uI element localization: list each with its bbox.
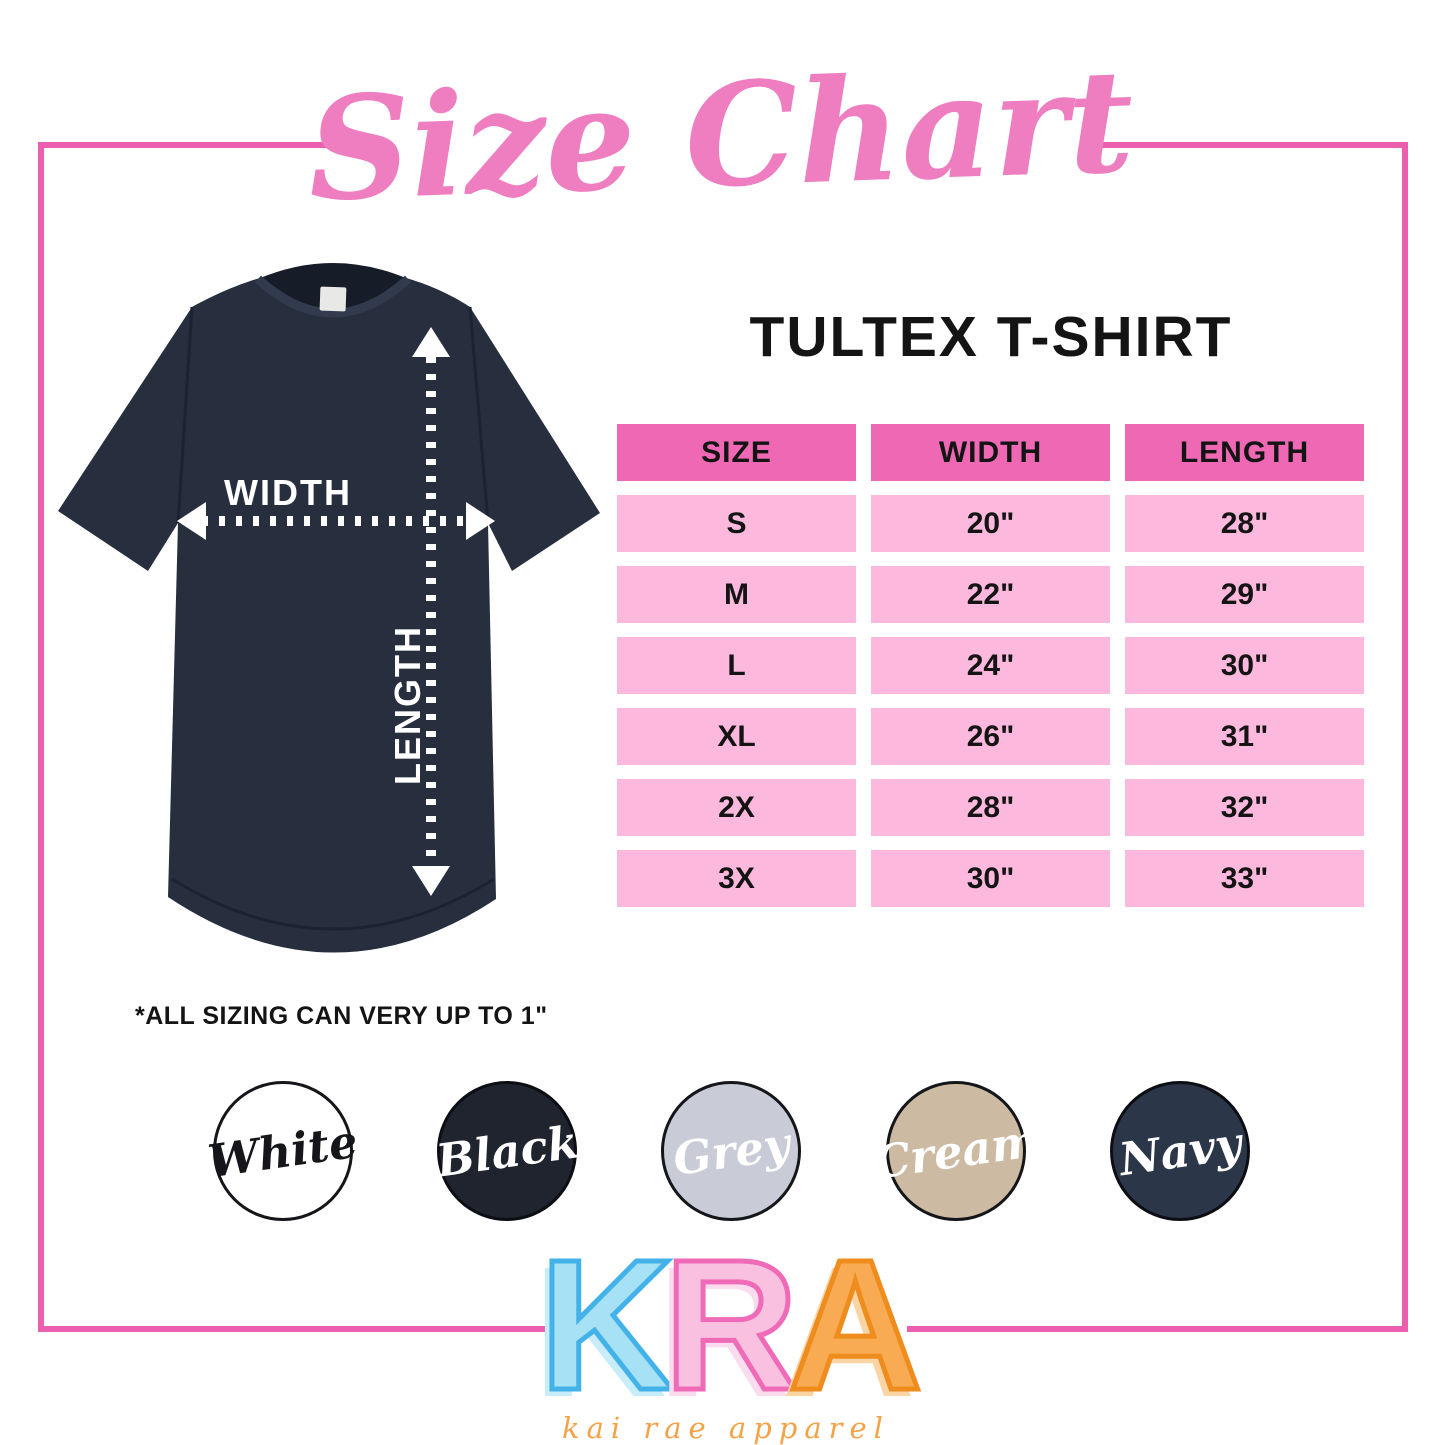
swatch-cream: Cream: [871, 1081, 1041, 1221]
tshirt-neck-tag: [319, 286, 347, 312]
table-cell-size: M: [617, 566, 856, 623]
table-cell-length: 29": [1125, 566, 1364, 623]
table-cell-length: 33": [1125, 850, 1364, 907]
column-header-width: WIDTH: [871, 424, 1110, 481]
table-cell-width: 22": [871, 566, 1110, 623]
sizing-note: *ALL SIZING CAN VERY UP TO 1": [135, 1002, 548, 1030]
page-title: Size Chart: [305, 38, 1137, 234]
table-cell-length: 30": [1125, 637, 1364, 694]
length-arrow: [412, 327, 450, 896]
swatch-black: Black: [433, 1081, 581, 1221]
swatch-grey: Grey: [661, 1081, 801, 1221]
table-cell-size: XL: [617, 708, 856, 765]
table-cell-width: 24": [871, 637, 1110, 694]
product-heading: TULTEX T-SHIRT: [749, 305, 1233, 369]
tshirt-diagram: WIDTH LENGTH: [52, 263, 606, 1005]
swatch-white: White: [205, 1081, 361, 1221]
table-cell-size: 3X: [617, 850, 856, 907]
table-cell-width: 30": [871, 850, 1110, 907]
table-cell-width: 20": [871, 495, 1110, 552]
swatch-label: Grey: [669, 1116, 793, 1186]
swatch-navy: Navy: [1110, 1081, 1250, 1221]
color-swatches: White Black Grey Cream Navy: [0, 1081, 1445, 1221]
brand-logo: K R A kai rae apparel: [537, 1230, 925, 1445]
table-cell-length: 32": [1125, 779, 1364, 836]
tshirt-illustration: WIDTH LENGTH: [58, 263, 600, 953]
logo-letter-a: A: [786, 1222, 925, 1429]
swatch-label: Navy: [1115, 1116, 1245, 1186]
swatch-label: Black: [432, 1114, 582, 1188]
width-label: WIDTH: [224, 472, 352, 513]
table-cell-length: 31": [1125, 708, 1364, 765]
tshirt-body: [58, 264, 600, 953]
logo-letter-k: K: [537, 1222, 676, 1429]
table-cell-size: S: [617, 495, 856, 552]
swatch-label: Cream: [870, 1113, 1042, 1189]
swatch-label: White: [205, 1114, 361, 1188]
table-cell-width: 28": [871, 779, 1110, 836]
table-cell-size: 2X: [617, 779, 856, 836]
column-header-size: SIZE: [617, 424, 856, 481]
logo-letters: K R A: [537, 1222, 925, 1429]
column-header-length: LENGTH: [1125, 424, 1364, 481]
table-cell-size: L: [617, 637, 856, 694]
logo-letter-r: R: [661, 1222, 800, 1429]
logo-tagline: kai rae apparel: [562, 1410, 890, 1445]
size-table: SIZE WIDTH LENGTH S 20" 28" M 22" 29" L …: [617, 424, 1364, 907]
width-arrow: [177, 502, 495, 540]
length-label: LENGTH: [387, 625, 428, 785]
title-box: Size Chart: [306, 16, 1136, 256]
table-cell-width: 26": [871, 708, 1110, 765]
table-cell-length: 28": [1125, 495, 1364, 552]
